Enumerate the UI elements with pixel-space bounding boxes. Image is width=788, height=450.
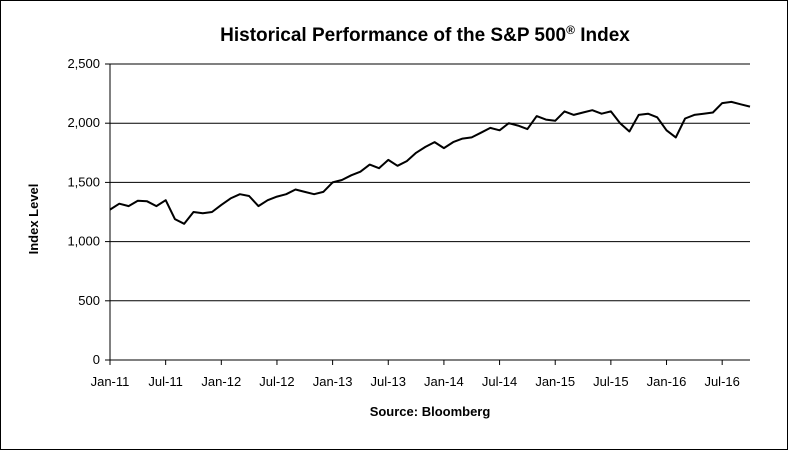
x-tick-label: Jan-15 (535, 374, 575, 389)
x-tick-label: Jan-12 (201, 374, 241, 389)
x-tick-label: Jul-16 (704, 374, 739, 389)
y-tick-label: 2,500 (67, 56, 100, 71)
y-tick-label: 2,000 (67, 115, 100, 130)
x-tick-label: Jul-15 (593, 374, 628, 389)
x-tick-label: Jan-11 (91, 374, 130, 389)
source-label: Source: Bloomberg (370, 404, 491, 419)
axes (109, 64, 750, 361)
x-tick-label: Jan-16 (647, 374, 687, 389)
y-tick-labels: 0 500 1,000 1,500 2,000 2,500 (67, 56, 110, 367)
x-tick-label: Jul-12 (259, 374, 294, 389)
chart-title: Historical Performance of the S&P 500® I… (220, 23, 630, 46)
y-tick-label: 0 (93, 352, 100, 367)
x-tick-label: Jul-14 (482, 374, 517, 389)
series-line-sp500 (109, 100, 751, 225)
y-tick-label: 500 (78, 293, 100, 308)
y-tick-label: 1,500 (67, 174, 100, 189)
gridlines (110, 63, 750, 302)
y-axis-label: Index Level (26, 184, 41, 255)
x-tick-label: Jul-11 (148, 374, 182, 389)
x-tick-label: Jan-13 (313, 374, 353, 389)
x-tick-label: Jan-14 (424, 374, 464, 389)
x-tick-label: Jul-13 (371, 374, 406, 389)
x-tick-labels: Jan-11 Jul-11 Jan-12 Jul-12 Jan-13 Jul-13 Jan-… (91, 360, 740, 389)
y-tick-label: 1,000 (67, 234, 100, 249)
